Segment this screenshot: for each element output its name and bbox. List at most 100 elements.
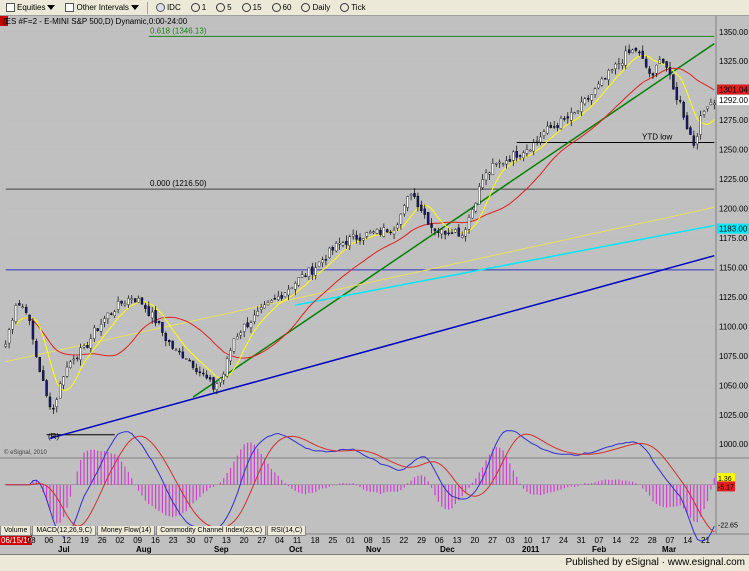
interval-5[interactable]: 5 — [212, 0, 235, 15]
candle — [181, 351, 185, 359]
esignal-url[interactable]: www.esignal.com — [667, 557, 745, 568]
y-tick-label: 1000.00 — [719, 440, 748, 449]
interval-60[interactable]: 60 — [268, 0, 296, 15]
candle — [79, 347, 82, 361]
interval-daily[interactable]: Daily — [297, 0, 334, 15]
candle — [692, 135, 696, 146]
chevron-down-icon — [47, 5, 56, 10]
candle — [382, 227, 386, 237]
candle — [416, 195, 420, 208]
candle — [699, 115, 702, 136]
x-tick-label: 16 — [151, 536, 160, 545]
candle — [460, 235, 464, 238]
clock-icon — [340, 3, 350, 12]
candle — [219, 378, 222, 383]
candle — [573, 112, 576, 115]
study-tab[interactable]: Money Flow(14) — [97, 526, 156, 536]
published-by: Published by eSignal — [565, 557, 659, 568]
study-tab[interactable]: RSI(14,C) — [267, 526, 307, 536]
price-chart[interactable]: 1000.00 1025.00 1050.00 1075.00 1100.00 1125.… — [0, 16, 749, 554]
candle — [116, 300, 120, 310]
candle — [120, 300, 123, 304]
candle — [76, 357, 79, 360]
other-intervals-menu[interactable]: Other Intervals — [61, 0, 142, 15]
candle — [188, 359, 191, 362]
candle — [300, 274, 304, 278]
equities-menu[interactable]: Equities — [2, 0, 59, 15]
interval-1[interactable]: 1 — [187, 0, 210, 15]
x-tick-label: 12 — [62, 536, 71, 545]
interval-idc[interactable]: IDC — [152, 0, 185, 15]
x-month-label: Aug — [136, 545, 152, 554]
x-tick-label: 31 — [577, 536, 586, 545]
candle — [563, 118, 566, 120]
candle — [529, 149, 532, 152]
candle — [185, 358, 188, 360]
footer: Published by eSignal · www.esignal.com — [0, 554, 749, 571]
candle — [508, 159, 512, 162]
candle — [614, 63, 617, 69]
candle — [58, 383, 62, 399]
price-marker-label: 1301.04 — [719, 85, 748, 94]
x-tick-label: 04 — [275, 536, 284, 545]
candle — [147, 306, 151, 316]
y-tick-label: 1050.00 — [719, 381, 748, 390]
x-tick-label: 26 — [98, 536, 107, 545]
x-tick-label: 17 — [541, 536, 550, 545]
candle — [311, 266, 314, 275]
candle — [689, 127, 692, 135]
candle — [48, 396, 52, 408]
annotation-label: 0.618 (1346.13) — [150, 26, 207, 35]
price-marker-label: 1292.00 — [719, 96, 748, 105]
candle — [290, 287, 294, 290]
study-tabs: Volume MACD(12,26,9,C) Money Flow(14) Commo… — [0, 526, 307, 536]
candle — [593, 88, 597, 95]
candle — [481, 179, 484, 188]
candle — [191, 360, 195, 368]
candle — [242, 323, 246, 332]
candle — [600, 78, 604, 86]
price-marker-label: 1183.00 — [719, 225, 748, 234]
x-tick-label: 08 — [364, 536, 373, 545]
x-tick-label: 10 — [524, 536, 533, 545]
candle — [144, 304, 147, 309]
candle — [484, 172, 488, 181]
x-tick-label: 14 — [683, 536, 692, 545]
x-tick-label: 13 — [222, 536, 231, 545]
candle — [604, 78, 607, 80]
study-tab[interactable]: Commodity Channel Index(23,C) — [156, 526, 267, 536]
candle — [41, 370, 45, 381]
candle — [212, 377, 215, 390]
candle — [634, 48, 638, 51]
candle — [225, 358, 229, 377]
candle — [655, 64, 658, 74]
x-tick-label: 06 — [44, 536, 53, 545]
macd-marker — [717, 519, 735, 530]
candle — [706, 106, 709, 110]
candle — [256, 311, 260, 316]
chevron-down-icon — [130, 5, 139, 10]
candle — [317, 261, 321, 267]
candle — [362, 238, 365, 241]
candle — [178, 350, 181, 353]
study-tab[interactable]: Volume — [0, 526, 32, 536]
candle — [447, 232, 450, 235]
candle — [399, 213, 403, 225]
candle — [379, 230, 382, 235]
ma-slow-yellow — [5, 206, 715, 363]
x-month-label: Oct — [289, 545, 303, 554]
candle — [215, 383, 219, 390]
candle — [99, 323, 103, 332]
chart-area[interactable]: 1000.00 1025.00 1050.00 1075.00 1100.00 1125.… — [0, 16, 749, 554]
study-tab[interactable]: MACD(12,26,9,C) — [32, 526, 96, 536]
candle — [150, 311, 154, 319]
candle — [249, 322, 253, 329]
candle — [321, 259, 324, 263]
candle — [546, 125, 549, 134]
interval-15[interactable]: 15 — [238, 0, 266, 15]
y-tick-label: 1200.00 — [719, 205, 748, 214]
candle — [314, 267, 317, 276]
interval-tick[interactable]: Tick — [336, 0, 369, 15]
y-tick-label: 1150.00 — [719, 263, 748, 272]
candle — [205, 374, 208, 379]
